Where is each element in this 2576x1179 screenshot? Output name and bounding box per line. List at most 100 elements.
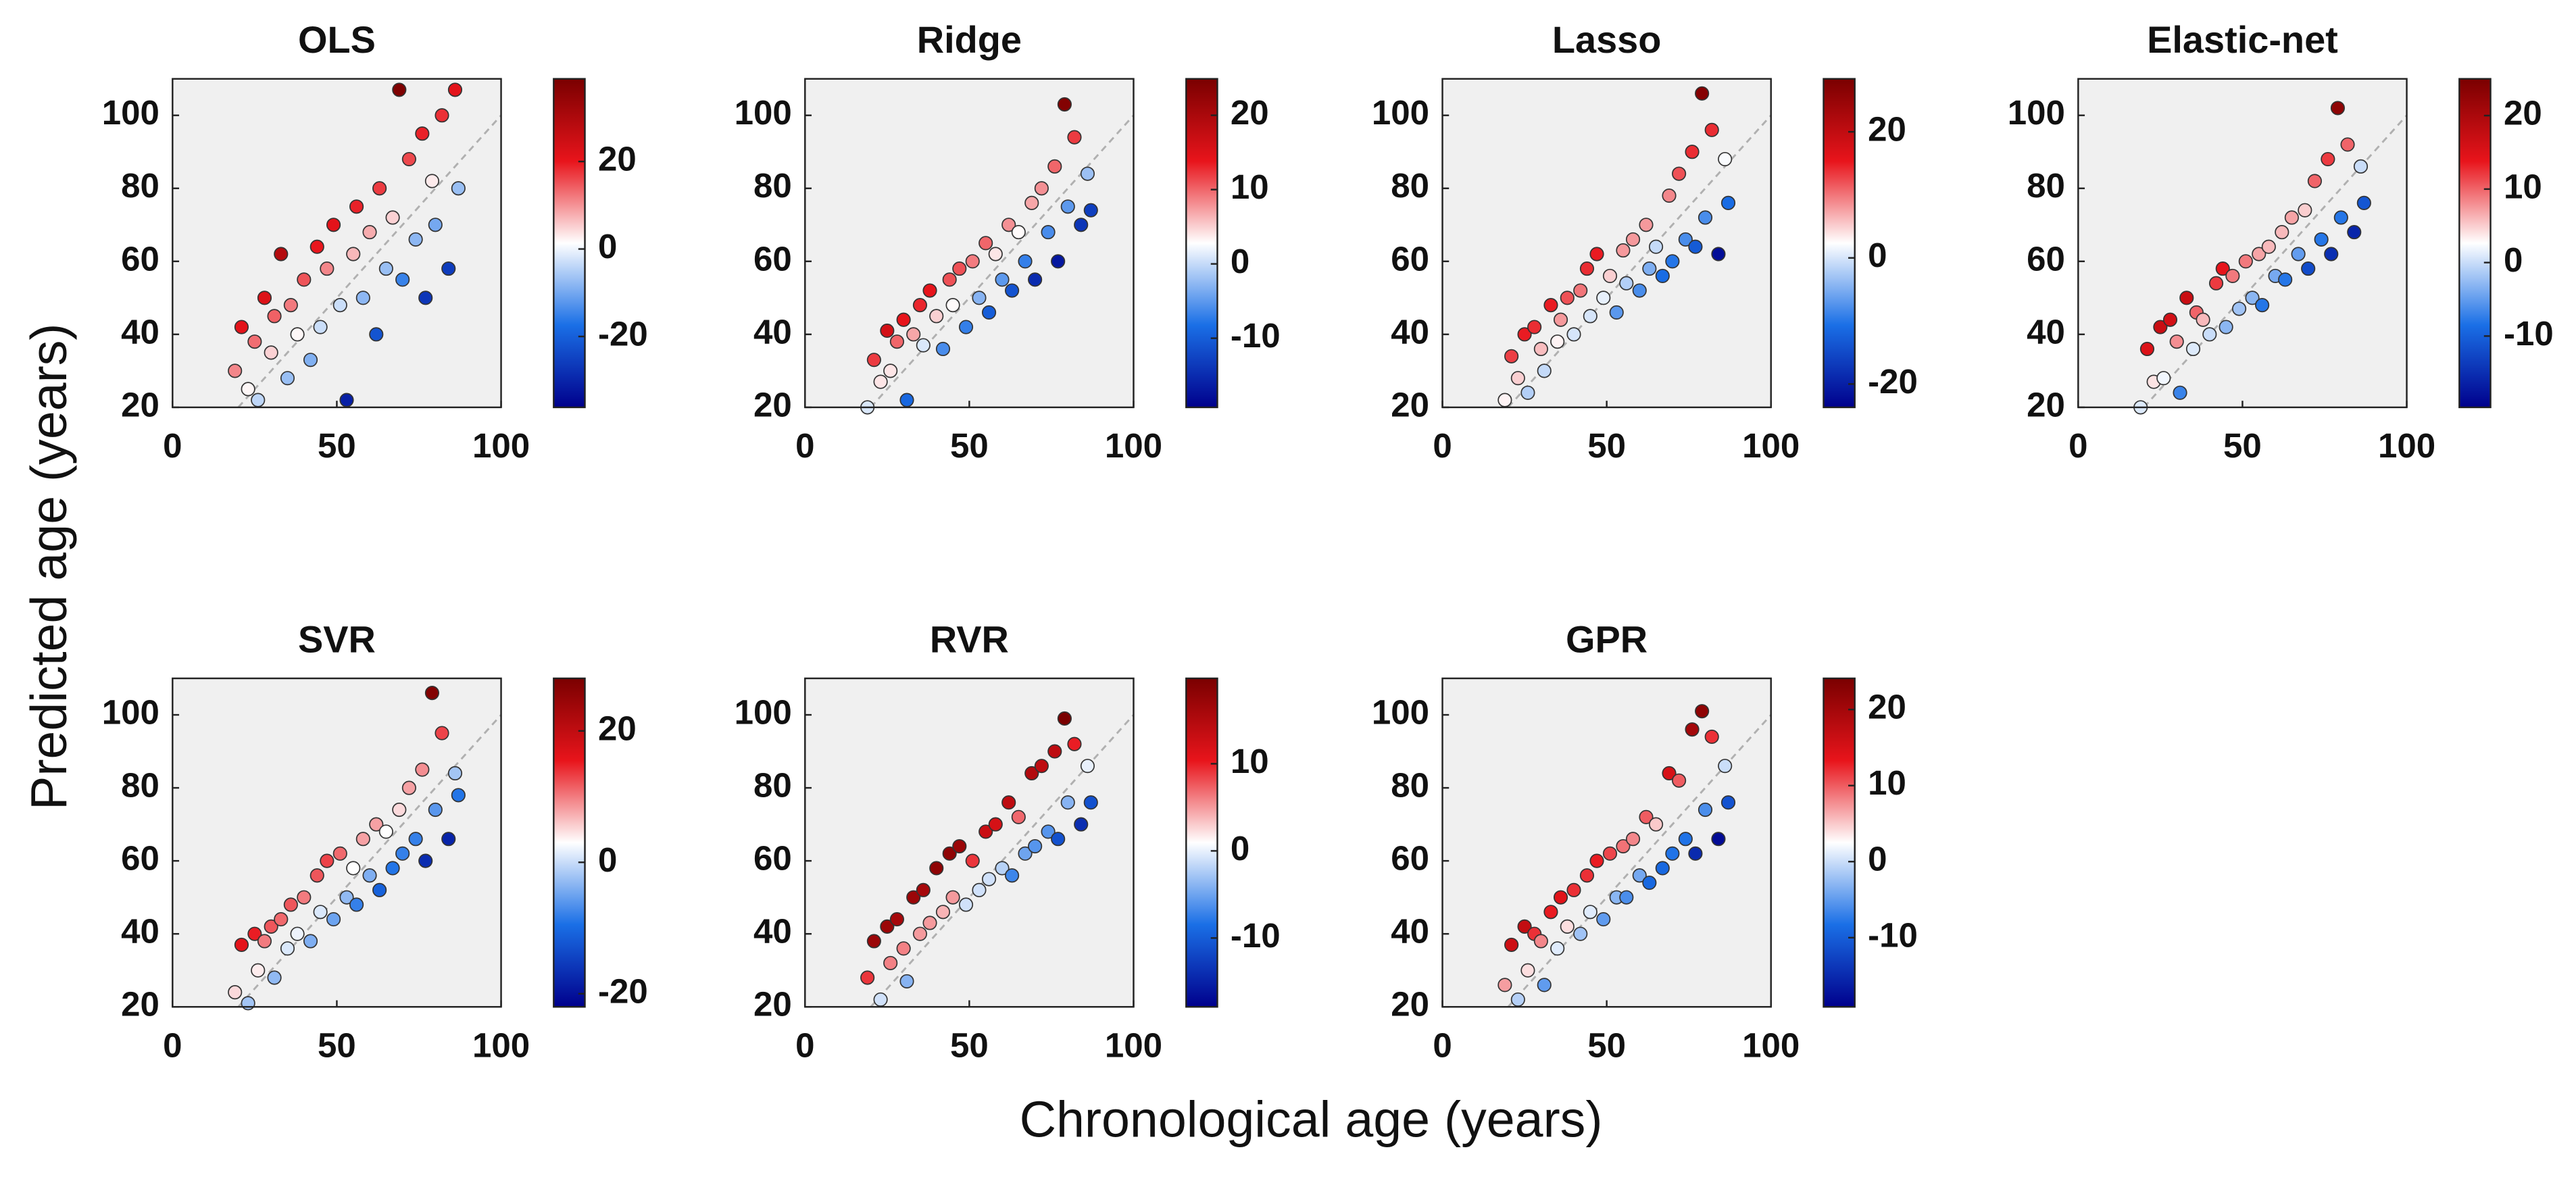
point [2225,268,2240,283]
point [2173,385,2187,400]
colorbar-tick-label: 0 [1868,236,1887,274]
point [362,868,377,883]
point [415,762,430,777]
point [2196,312,2210,327]
plot-area [172,78,501,407]
colorbar [553,78,586,409]
point [372,181,387,196]
colorbar-tick-label: 10 [1231,168,1269,206]
y-tick-label: 80 [1391,166,1429,205]
point [392,82,407,97]
y-tick-label: 60 [121,839,159,878]
x-tick-label: 50 [2223,426,2262,465]
x-tick-label: 0 [163,1026,182,1064]
point [451,181,466,196]
point [889,911,904,927]
point [883,955,898,970]
point [1678,232,1693,247]
point [424,174,440,189]
colorbar-tick-label: 10 [1868,763,1906,802]
point [251,963,266,978]
y-tick-label: 40 [2027,312,2065,351]
point [2278,272,2293,287]
point [1632,868,1647,883]
x-tick-label: 0 [163,426,182,465]
point [362,225,377,240]
point [401,780,416,795]
point [1566,327,1581,342]
point [415,126,430,141]
point [1642,261,1657,276]
point [274,247,289,261]
y-tick-label: 80 [121,766,159,805]
point [922,283,937,298]
point [378,261,393,276]
point [297,272,312,287]
point [866,934,881,949]
x-tick-label: 100 [1105,1026,1162,1064]
y-tick-label: 20 [1391,985,1429,1024]
point [965,254,980,269]
point [1527,320,1542,334]
x-tick-label: 100 [1742,426,1800,465]
point [1537,363,1552,378]
point [1504,937,1519,952]
point [280,371,295,386]
point [1619,890,1634,905]
point [2245,291,2260,305]
colorbar-tick-label: 20 [1231,93,1269,132]
point [378,824,393,839]
point [326,218,341,232]
point [922,915,937,930]
y-tick-label: 40 [753,312,792,351]
point [2215,261,2230,276]
point [965,853,980,868]
point [1579,261,1595,276]
point [929,861,944,876]
point [952,261,967,276]
y-tick-label: 100 [102,693,159,732]
plot-area [805,678,1134,1007]
point [896,312,911,327]
point [995,272,1010,287]
point [349,897,364,912]
point [297,890,312,905]
point [945,890,960,905]
point [1704,729,1719,745]
point [320,853,335,868]
x-tick-label: 50 [318,426,356,465]
point [906,327,921,342]
point [1510,992,1525,1007]
point [441,261,456,276]
point [234,320,249,334]
chart-title: Elastic-net [2147,18,2338,61]
point [326,911,341,927]
point [1005,868,1020,883]
point [2139,341,2155,357]
point [2314,232,2329,247]
y-tick-label: 80 [753,166,792,205]
chart-title: SVR [298,618,376,660]
point [860,970,875,985]
chart-title: Ridge [917,18,1022,61]
point [899,393,914,407]
point [349,199,364,214]
point [313,905,328,920]
colorbar [1185,78,1218,409]
point [346,247,361,261]
point [1616,838,1631,854]
colorbar-tick-label: 20 [598,709,637,747]
point [1672,166,1687,181]
y-tick-label: 100 [1372,93,1429,132]
point [309,239,324,254]
colorbar [1185,677,1218,1008]
x-axis-label: Chronological age (years) [1020,1091,1603,1148]
point [369,817,384,832]
y-tick-label: 60 [1391,839,1429,878]
point [2333,210,2348,225]
point [2275,225,2289,240]
point [1639,809,1654,824]
point [408,232,423,247]
point [1018,254,1033,269]
colorbar-tick-label: -10 [1868,915,1918,954]
